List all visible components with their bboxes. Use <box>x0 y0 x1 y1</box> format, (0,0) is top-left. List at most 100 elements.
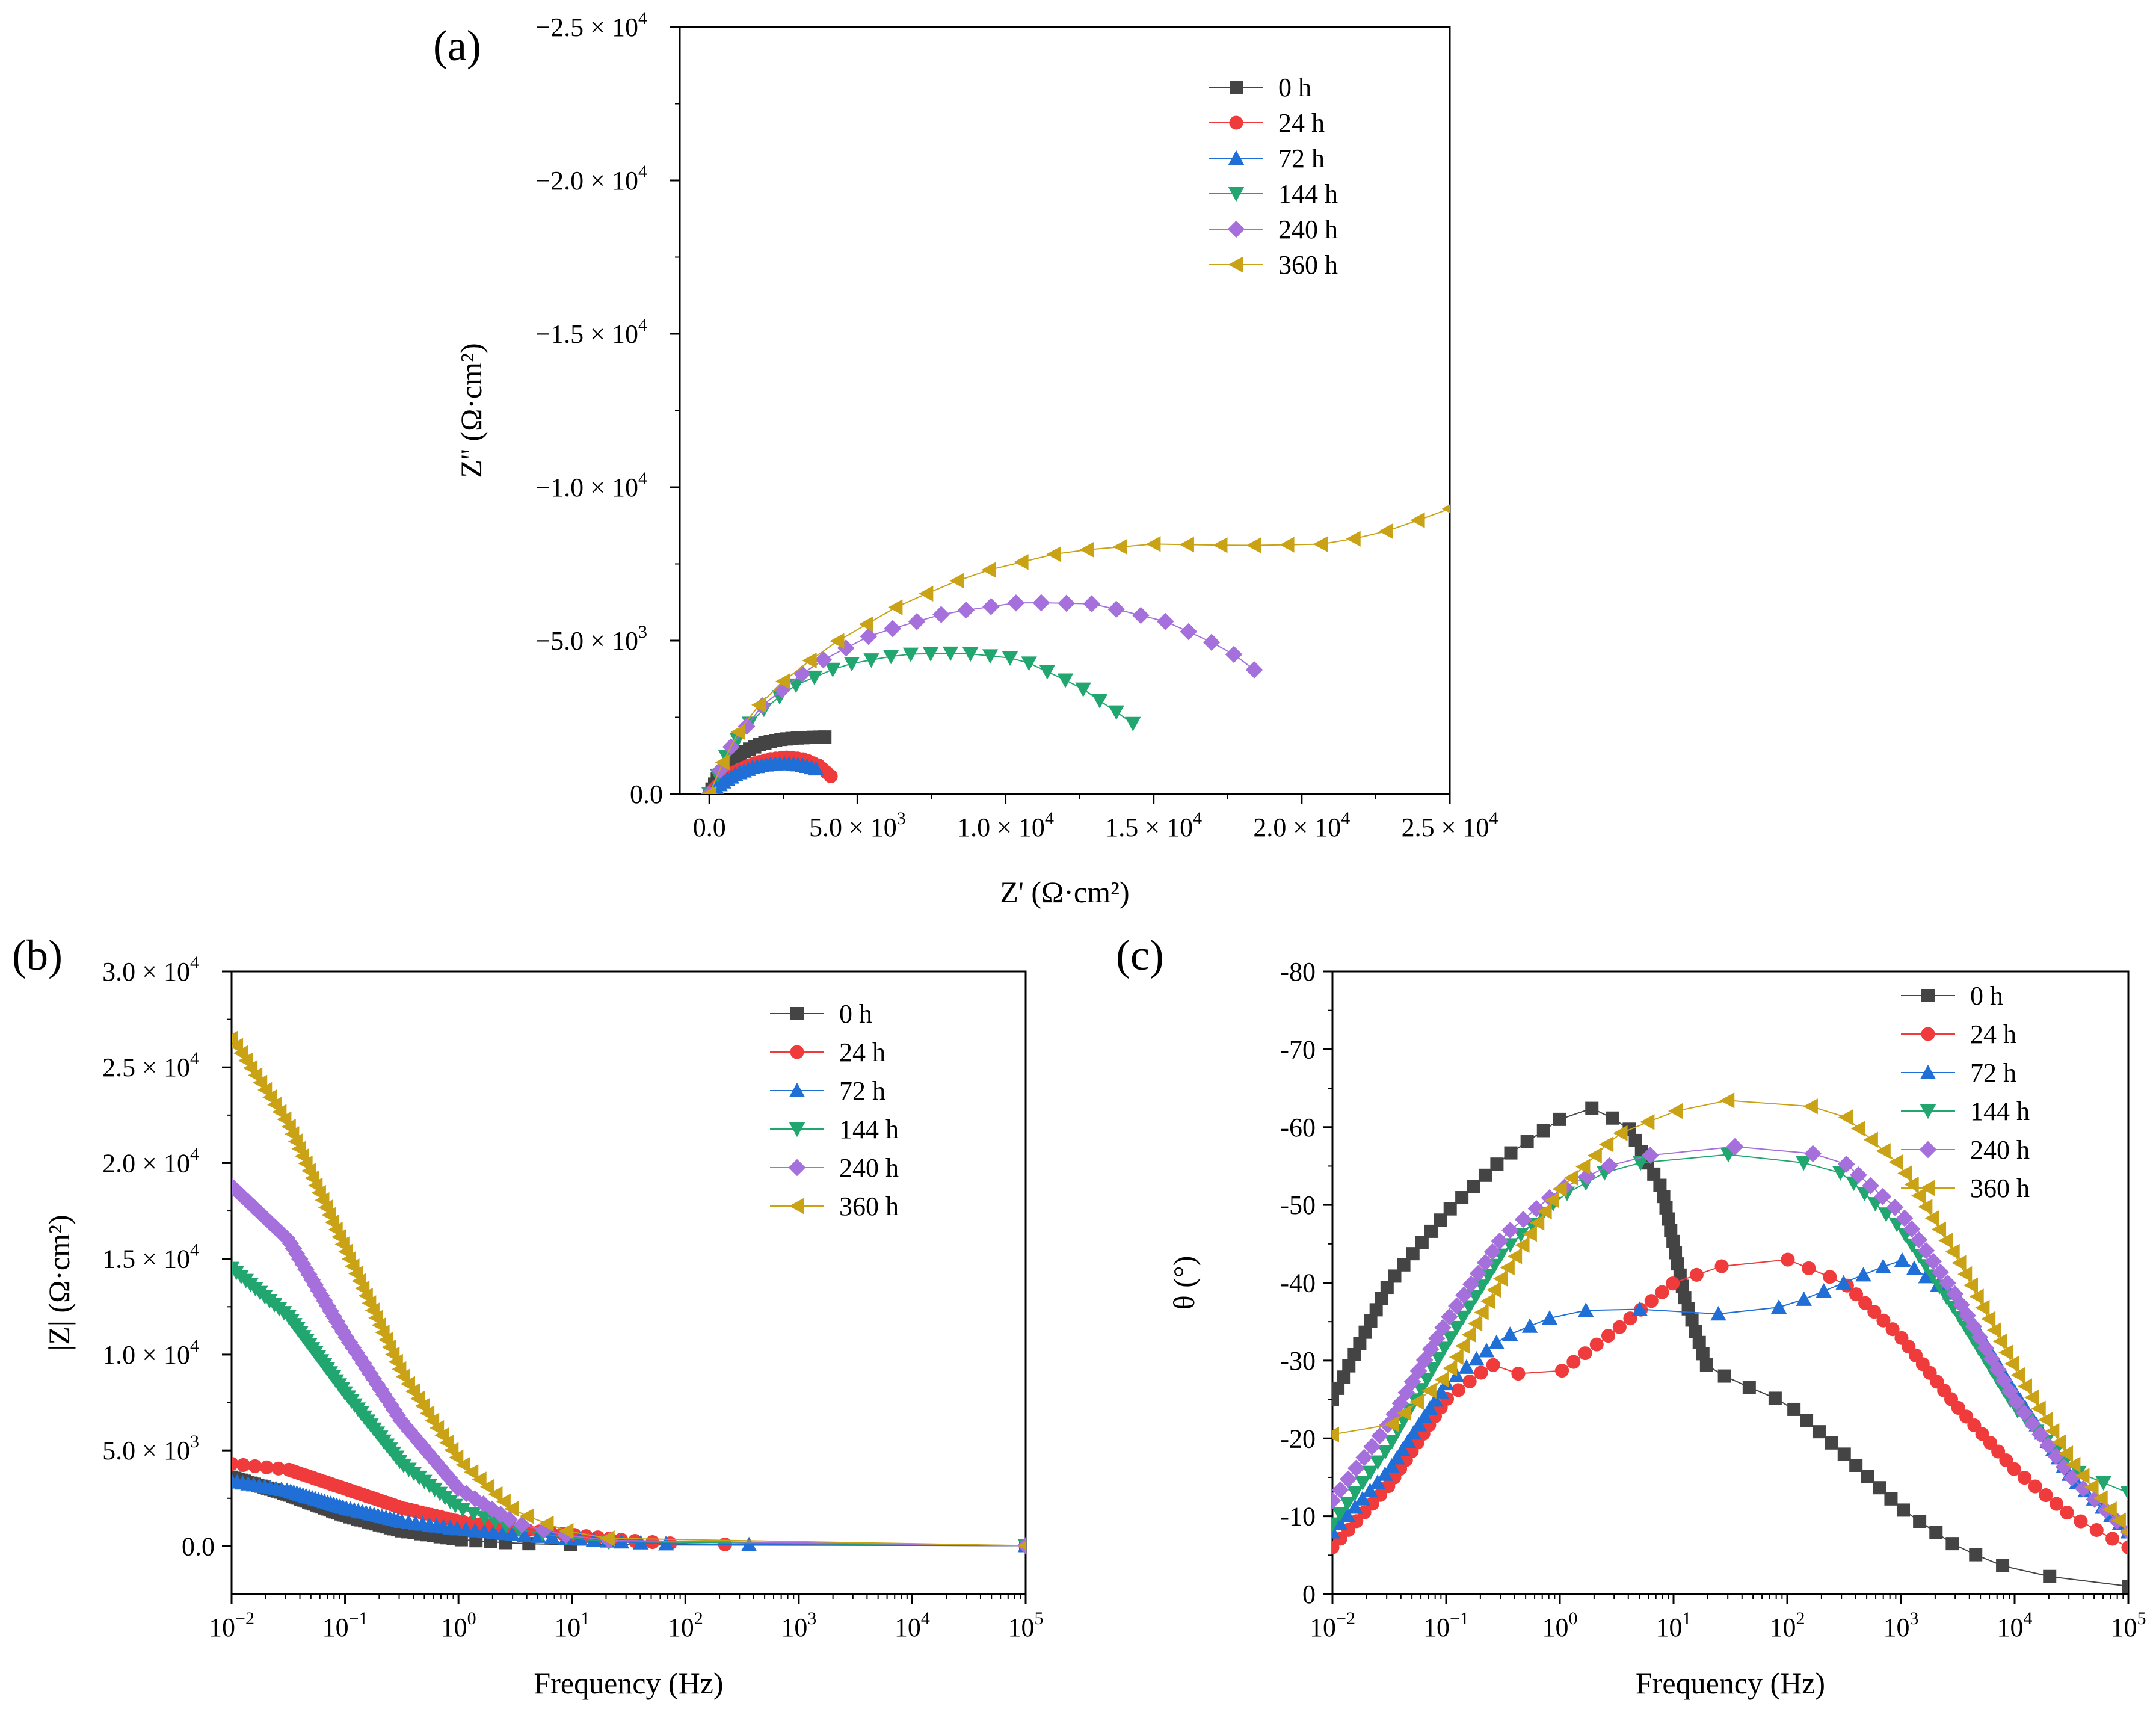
data-point <box>1969 1548 1983 1562</box>
data-point <box>2007 1462 2021 1476</box>
data-point <box>1411 1417 1428 1432</box>
data-point <box>1384 1458 1400 1473</box>
data-point <box>500 1510 518 1529</box>
legend: 0 h 24 h 72 h 144 h 240 h 360 h <box>1209 73 1338 280</box>
data-point <box>457 1485 475 1503</box>
y-tick-exponent: 4 <box>638 8 647 28</box>
y-tick-mantissa: -70 <box>1280 1035 1316 1064</box>
data-point <box>1007 594 1025 612</box>
data-point <box>410 1390 425 1407</box>
data-point <box>272 1104 287 1120</box>
data-point <box>1998 1344 2013 1361</box>
x-tick-exponent: −1 <box>1450 1609 1469 1628</box>
data-point <box>1796 1291 1812 1306</box>
panel-label: (a) <box>433 22 481 70</box>
data-point <box>449 1449 464 1466</box>
data-point <box>401 1422 419 1440</box>
data-point <box>1418 1372 1435 1388</box>
data-point <box>1837 1447 1851 1461</box>
y-tick-mantissa: 5.0 × 10 <box>102 1436 190 1465</box>
data-point <box>1410 512 1425 528</box>
data-point <box>922 647 939 662</box>
data-point <box>1355 1449 1373 1467</box>
data-point <box>2089 1522 2104 1538</box>
data-point <box>1488 1334 1505 1349</box>
data-point <box>479 1479 495 1495</box>
legend-marker <box>789 1198 804 1215</box>
x-axis-label: Frequency (Hz) <box>534 1666 723 1700</box>
data-point <box>1544 1192 1559 1208</box>
data-point <box>1742 1381 1756 1394</box>
data-point <box>1816 1283 1832 1298</box>
x-tick-label: 10−2 <box>1310 1609 1355 1642</box>
data-point <box>1536 1124 1550 1138</box>
data-point <box>1885 1322 1900 1337</box>
legend-marker <box>789 1122 805 1138</box>
data-point <box>1396 1405 1412 1421</box>
data-point <box>1405 1425 1421 1440</box>
data-point <box>1527 1199 1545 1218</box>
legend-label: 72 h <box>1278 144 1325 173</box>
data-point <box>1362 1482 1378 1498</box>
legend-marker <box>1921 1027 1935 1041</box>
data-point <box>454 1533 468 1547</box>
data-point <box>447 1498 464 1513</box>
data-point <box>863 653 879 668</box>
data-point <box>1668 1103 1683 1119</box>
data-point <box>504 1501 519 1517</box>
data-point <box>1696 1347 1710 1361</box>
x-tick-mantissa: 10 <box>2111 1613 2137 1642</box>
data-point <box>1348 1347 1361 1361</box>
data-point <box>247 1067 263 1083</box>
y-tick-mantissa: 0.0 <box>630 780 663 809</box>
x-tick-exponent: 5 <box>2137 1609 2146 1628</box>
x-tick-mantissa: 1.5 × 10 <box>1105 813 1193 842</box>
x-tick-mantissa: 1.0 × 10 <box>957 813 1045 842</box>
data-point <box>2051 1434 2066 1450</box>
data-point <box>410 1432 427 1450</box>
data-point <box>1014 554 1029 570</box>
data-point <box>2017 1378 2033 1394</box>
data-point <box>1951 1255 1967 1271</box>
data-point <box>476 1510 493 1526</box>
data-point <box>1945 1243 1960 1260</box>
data-point <box>1332 1515 1348 1530</box>
data-point <box>1421 1382 1437 1399</box>
data-point <box>1091 694 1108 709</box>
legend-marker <box>1230 81 1243 94</box>
data-point <box>1353 1337 1367 1350</box>
data-point <box>1855 1267 1871 1282</box>
data-point <box>1448 1297 1465 1315</box>
data-point <box>389 1406 407 1424</box>
x-tick-mantissa: 10 <box>1423 1613 1450 1642</box>
data-point <box>362 1365 379 1382</box>
x-tick-mantissa: 10 <box>1008 1613 1035 1642</box>
data-point <box>1337 1370 1351 1384</box>
legend-marker <box>1228 256 1243 273</box>
data-point <box>1537 1203 1552 1220</box>
data-point <box>825 662 841 677</box>
series-layer <box>1332 1092 2128 1593</box>
data-point <box>1553 1112 1566 1126</box>
data-point <box>1959 1307 1976 1325</box>
data-point <box>1598 1136 1614 1153</box>
legend-label: 72 h <box>839 1076 886 1106</box>
x-tick-mantissa: 10 <box>1542 1613 1569 1642</box>
series-line-360h <box>709 508 1450 794</box>
x-tick-label: 10−1 <box>1423 1609 1469 1642</box>
y-tick-mantissa: 0.0 <box>182 1532 215 1561</box>
data-point <box>1640 1114 1655 1130</box>
x-tick-mantissa: 10 <box>554 1613 581 1642</box>
data-point <box>358 1359 375 1378</box>
data-point <box>1280 537 1295 553</box>
series-layer <box>700 504 1450 794</box>
data-point <box>1664 1224 1678 1237</box>
data-point <box>1369 1474 1386 1489</box>
x-tick-mantissa: 10 <box>322 1613 349 1642</box>
data-point <box>1917 1242 1935 1260</box>
x-tick-mantissa: 10 <box>441 1613 467 1642</box>
data-point <box>1332 1517 1341 1532</box>
data-point <box>414 1438 432 1456</box>
legend: 0 h 24 h 72 h 144 h 240 h 360 h <box>1901 981 2030 1203</box>
